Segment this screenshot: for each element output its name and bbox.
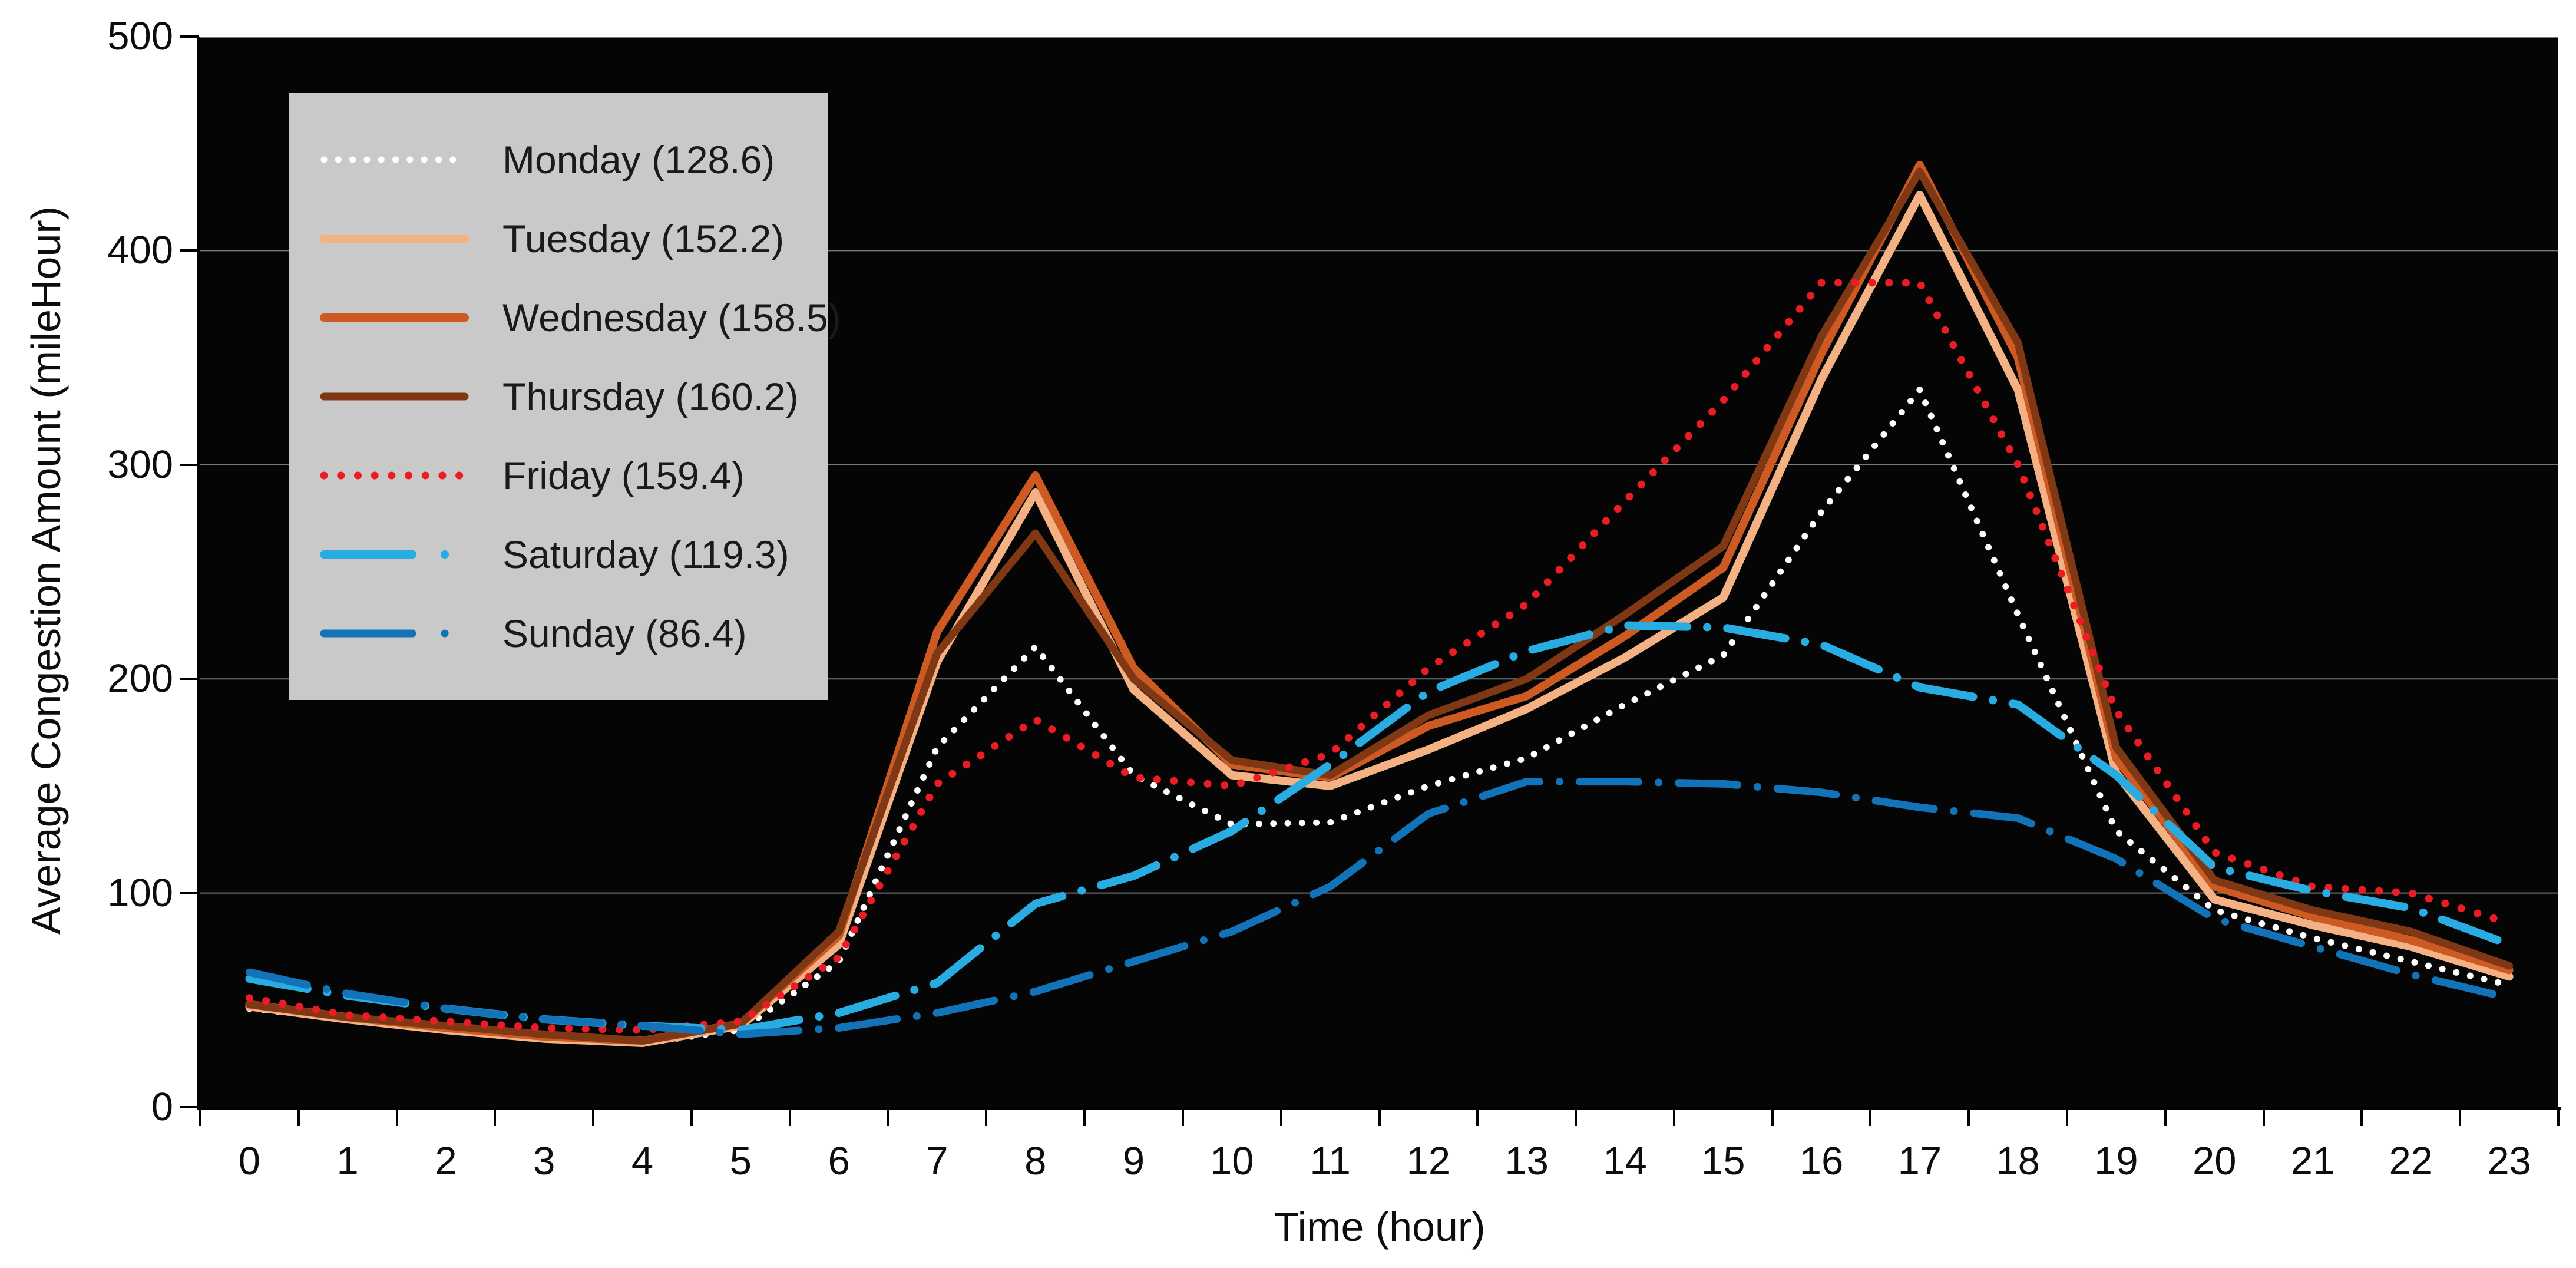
legend-label: Saturday (119.3) [502,533,789,576]
x-axis-tick [395,1107,398,1126]
series-line-saturday [245,621,2514,1035]
x-tick-label: 12 [1406,1139,1451,1183]
x-axis-tick [2164,1107,2167,1126]
legend-line-sample [320,550,469,559]
legend-label: Sunday (86.4) [502,612,747,655]
x-axis-tick [1279,1107,1282,1126]
x-axis-tick [1869,1107,1872,1126]
series-line-monday [246,387,2513,1046]
x-tick-label: 11 [1310,1139,1351,1183]
x-axis-tick [1476,1107,1479,1126]
x-tick-label: 15 [1701,1139,1745,1183]
x-tick-label: 20 [2192,1139,2237,1183]
x-axis-tick [1672,1107,1675,1126]
y-tick-label: 400 [107,228,173,273]
x-axis-tick [887,1107,889,1126]
x-axis-tick [985,1107,988,1126]
y-axis-tick [180,1106,199,1108]
legend-item-friday: Friday (159.4) [289,443,828,508]
y-tick-label: 100 [107,870,173,915]
x-tick-label: 23 [2487,1139,2531,1183]
x-axis-title: Time (hour) [1274,1204,1486,1250]
series-line-thursday [245,167,2514,1045]
x-tick-label: 18 [1996,1139,2040,1183]
x-axis-tick [1378,1107,1381,1126]
series-line-sunday [245,778,2514,1038]
y-axis-tick [180,249,199,252]
x-axis-tick [199,1107,201,1126]
legend-label: Tuesday (152.2) [502,217,785,260]
legend-item-thursday: Thursday (160.2) [289,364,828,429]
x-tick-label: 9 [1122,1139,1145,1183]
y-axis-line [197,37,200,1110]
x-tick-label: 21 [2290,1139,2335,1183]
x-tick-label: 8 [1024,1139,1047,1183]
legend-item-sunday: Sunday (86.4) [289,601,828,666]
x-axis-tick [2262,1107,2265,1126]
x-axis-tick [1181,1107,1184,1126]
x-tick-label: 16 [1799,1139,1844,1183]
x-tick-label: 19 [2094,1139,2138,1183]
x-axis-tick [592,1107,595,1126]
data-series-lines [245,161,2514,1047]
y-axis-tick [180,463,199,466]
y-tick-label: 500 [107,14,173,58]
x-axis-tick [1967,1107,1970,1126]
legend-line-sample [320,313,469,322]
x-tick-label: 2 [435,1139,457,1183]
y-tick-label: 0 [151,1085,173,1129]
legend-label: Friday (159.4) [502,454,745,497]
x-axis-tick [2360,1107,2363,1126]
x-axis-tick [1083,1107,1086,1126]
x-axis-tick [2066,1107,2069,1126]
y-tick-label: 300 [107,442,173,487]
legend-item-saturday: Saturday (119.3) [289,522,828,587]
legend-line-sample [320,235,469,243]
y-axis-tick [180,35,199,38]
x-tick-label: 17 [1897,1139,1942,1183]
legend-item-tuesday: Tuesday (152.2) [289,206,828,271]
x-axis-tick [1771,1107,1774,1126]
x-tick-label: 10 [1210,1139,1254,1183]
x-tick-label: 14 [1603,1139,1647,1183]
x-tick-label: 22 [2389,1139,2433,1183]
x-tick-label: 1 [336,1139,359,1183]
x-tick-label: 6 [828,1139,850,1183]
x-tick-label: 7 [926,1139,948,1183]
x-axis-tick [2557,1107,2560,1126]
x-axis-tick [494,1107,497,1126]
y-axis-tick [180,678,199,681]
legend-line-sample [320,392,469,401]
legend-item-wednesday: Wednesday (158.5) [289,285,841,350]
legend-label: Monday (128.6) [502,138,775,181]
x-axis-tick [1575,1107,1578,1126]
y-axis-title: Average Congestion Amount (mileHour) [23,206,69,935]
x-tick-label: 3 [533,1139,555,1183]
x-axis-tick [297,1107,300,1126]
legend-line-sample [320,471,469,480]
legend-line-sample [320,629,469,638]
legend: Monday (128.6) Tuesday (152.2) Wednesday (… [289,93,841,700]
legend-label: Thursday (160.2) [502,375,799,418]
x-tick-label: 0 [238,1139,261,1183]
x-tick-label: 4 [631,1139,654,1183]
x-tick-label: 5 [729,1139,752,1183]
y-tick-label: 200 [107,656,173,701]
legend-label: Wednesday (158.5) [502,296,841,339]
x-axis-tick [2459,1107,2462,1126]
x-axis-tick [690,1107,693,1126]
x-tick-label: 13 [1504,1139,1549,1183]
x-axis-tick [788,1107,791,1126]
y-axis-tick [180,891,199,894]
legend-item-monday: Monday (128.6) [289,127,828,192]
legend-line-sample [320,156,468,163]
